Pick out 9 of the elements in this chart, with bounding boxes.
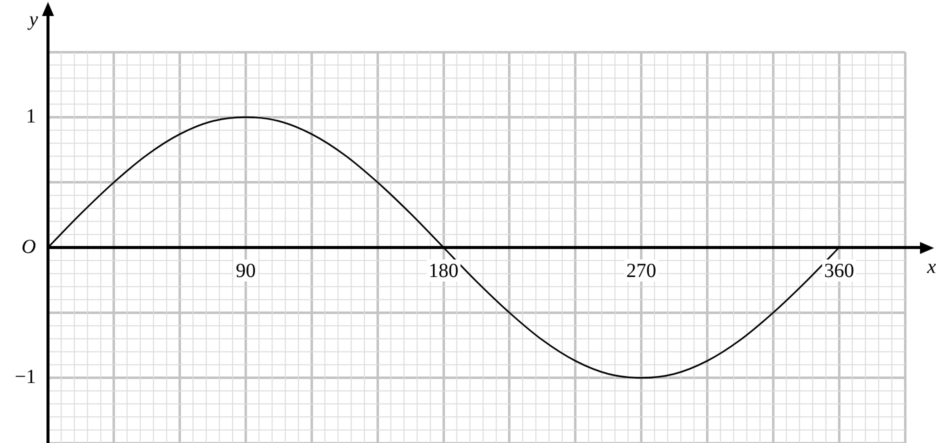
y-tick-label: 1 [26,105,36,128]
x-axis-title: x [926,256,936,278]
x-tick-label: 270 [626,260,656,282]
x-tick-label: 180 [428,260,459,282]
x-tick-label: 90 [236,260,256,282]
y-tick-label: −1 [14,366,36,388]
x-tick-label: 360 [824,260,854,282]
y-tick-label: O [22,236,36,258]
y-axis-title: y [27,8,38,30]
